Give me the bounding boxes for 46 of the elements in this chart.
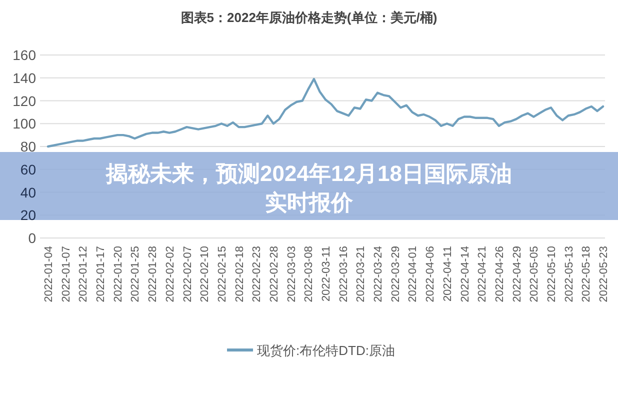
x-tick-label: 2022-02-02	[164, 246, 176, 302]
legend-label: 现货价:布伦特DTD:原油	[257, 343, 395, 358]
x-tick-label: 2022-03-08	[303, 246, 316, 302]
x-tick-label: 2022-02-07	[182, 246, 194, 302]
x-tick-label: 2022-02-23	[251, 246, 264, 302]
y-tick-label: 20	[20, 207, 36, 224]
x-tick-label: 2022-05-10	[546, 246, 558, 302]
y-tick-label: 0	[28, 230, 36, 246]
x-tick-label: 2022-02-18	[234, 246, 246, 302]
y-tick-label: 160	[12, 47, 36, 63]
x-tick-label: 2022-02-28	[268, 246, 280, 302]
x-tick-label: 2022-04-06	[424, 246, 437, 302]
x-tick-label: 2022-04-11	[442, 246, 454, 302]
x-tick-label: 2022-01-28	[147, 246, 160, 302]
x-tick-label: 2022-04-14	[459, 246, 472, 302]
x-tick-label: 2022-05-13	[563, 246, 576, 302]
x-tick-label: 2022-05-18	[580, 246, 593, 302]
x-tick-label: 2022-01-04	[43, 246, 55, 302]
chart-title: 图表5：2022年原油价格走势(单位：美元/桶)	[180, 10, 438, 25]
x-tick-label: 2022-05-23	[598, 246, 610, 302]
y-tick-label: 100	[12, 116, 36, 132]
x-tick-label: 2022-04-21	[476, 246, 489, 302]
y-tick-label: 140	[12, 70, 36, 86]
y-tick-label: 120	[12, 92, 36, 109]
x-tick-label: 2022-02-10	[199, 246, 212, 302]
x-tick-label: 2022-01-07	[60, 246, 72, 302]
x-tick-label: 2022-03-16	[338, 246, 350, 302]
x-tick-label: 2022-01-20	[112, 246, 124, 302]
y-tick-label: 40	[20, 184, 36, 200]
annotation: 揭秘未来，预测2024年12月18日国际原油实时报价	[105, 161, 512, 215]
x-tick-label: 2022-01-25	[130, 246, 142, 302]
x-tick-label: 2022-01-17	[95, 246, 108, 302]
x-tick-label: 2022-05-05	[528, 246, 541, 302]
x-tick-label: 2022-03-11	[320, 246, 332, 302]
x-tick-label: 2022-04-26	[494, 246, 506, 302]
y-tick-label: 80	[20, 138, 36, 154]
y-tick-label: 60	[20, 161, 36, 178]
x-tick-label: 2022-03-24	[372, 246, 385, 302]
x-tick-label: 2022-04-29	[511, 246, 524, 302]
x-tick-label: 2022-03-29	[390, 246, 402, 302]
legend: 现货价:布伦特DTD:原油	[227, 343, 395, 358]
x-tick-label: 2022-04-01	[407, 246, 420, 302]
x-tick-label: 2022-03-21	[355, 246, 368, 302]
x-tick-label: 2022-02-15	[216, 246, 228, 302]
x-tick-label: 2022-03-03	[286, 246, 298, 302]
x-tick-label: 2022-01-12	[78, 246, 90, 302]
